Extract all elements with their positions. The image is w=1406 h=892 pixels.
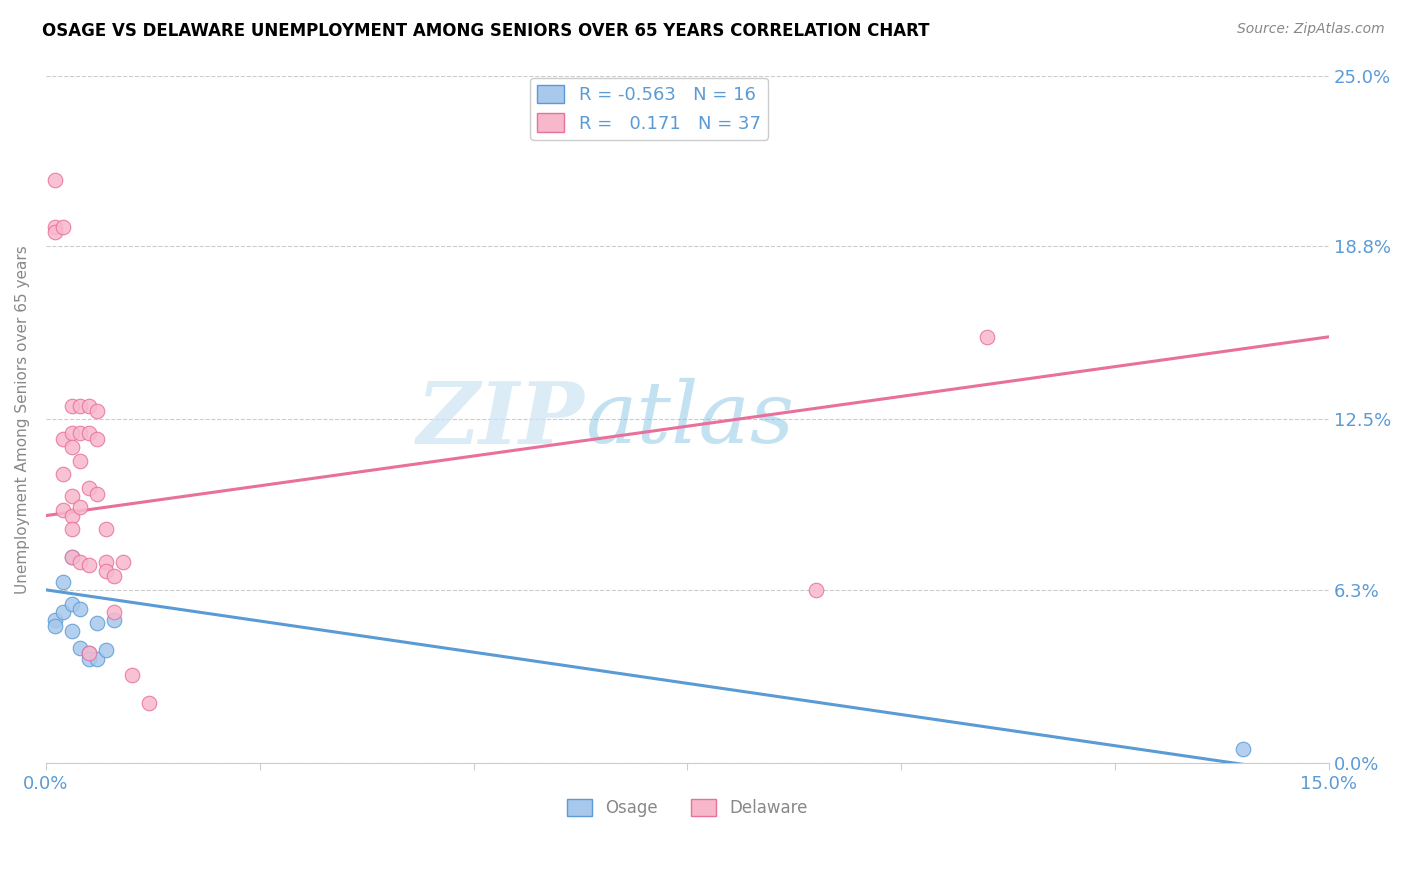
Point (77, 646, 100, 660)
Point (44, 173, 66, 187)
Text: ZIP: ZIP (418, 377, 585, 461)
Point (60, 624, 83, 639)
Point (60, 508, 83, 523)
Point (52, 219, 75, 234)
Point (94, 555, 117, 569)
Point (44, 219, 66, 234)
Point (103, 605, 125, 619)
Point (138, 696, 160, 710)
Point (94, 564, 117, 578)
Point (103, 569, 125, 583)
Point (52, 467, 75, 482)
Point (77, 426, 100, 441)
Point (60, 440, 83, 454)
Point (77, 651, 100, 665)
Point (77, 646, 100, 660)
Y-axis label: Unemployment Among Seniors over 65 years: Unemployment Among Seniors over 65 years (15, 245, 30, 594)
Point (86, 651, 108, 665)
Point (77, 558, 100, 573)
Point (60, 522, 83, 536)
Point (86, 615, 108, 630)
Point (94, 643, 117, 657)
Point (69, 640, 91, 655)
Point (69, 426, 91, 441)
Point (69, 500, 91, 515)
Point (69, 453, 91, 467)
Point (86, 432, 108, 446)
Text: OSAGE VS DELAWARE UNEMPLOYMENT AMONG SENIORS OVER 65 YEARS CORRELATION CHART: OSAGE VS DELAWARE UNEMPLOYMENT AMONG SEN… (42, 22, 929, 40)
Point (60, 426, 83, 441)
Point (804, 582, 827, 597)
Point (52, 605, 75, 619)
Point (86, 404, 108, 418)
Point (103, 613, 125, 627)
Point (44, 613, 66, 627)
Text: Source: ZipAtlas.com: Source: ZipAtlas.com (1237, 22, 1385, 37)
Legend: Osage, Delaware: Osage, Delaware (560, 792, 814, 823)
Point (1232, 742, 1254, 756)
Point (44, 618, 66, 632)
Point (44, 225, 66, 239)
Point (69, 602, 91, 616)
Point (69, 555, 91, 569)
Text: atlas: atlas (585, 378, 794, 460)
Point (111, 555, 134, 569)
Point (60, 549, 83, 564)
Point (69, 399, 91, 413)
Point (77, 399, 100, 413)
Point (60, 489, 83, 503)
Point (86, 486, 108, 500)
Point (52, 503, 75, 517)
Point (94, 522, 117, 536)
Point (52, 574, 75, 589)
Point (60, 597, 83, 611)
Point (77, 481, 100, 495)
Point (121, 668, 143, 682)
Point (60, 399, 83, 413)
Point (60, 549, 83, 564)
Point (976, 330, 998, 344)
Point (52, 432, 75, 446)
